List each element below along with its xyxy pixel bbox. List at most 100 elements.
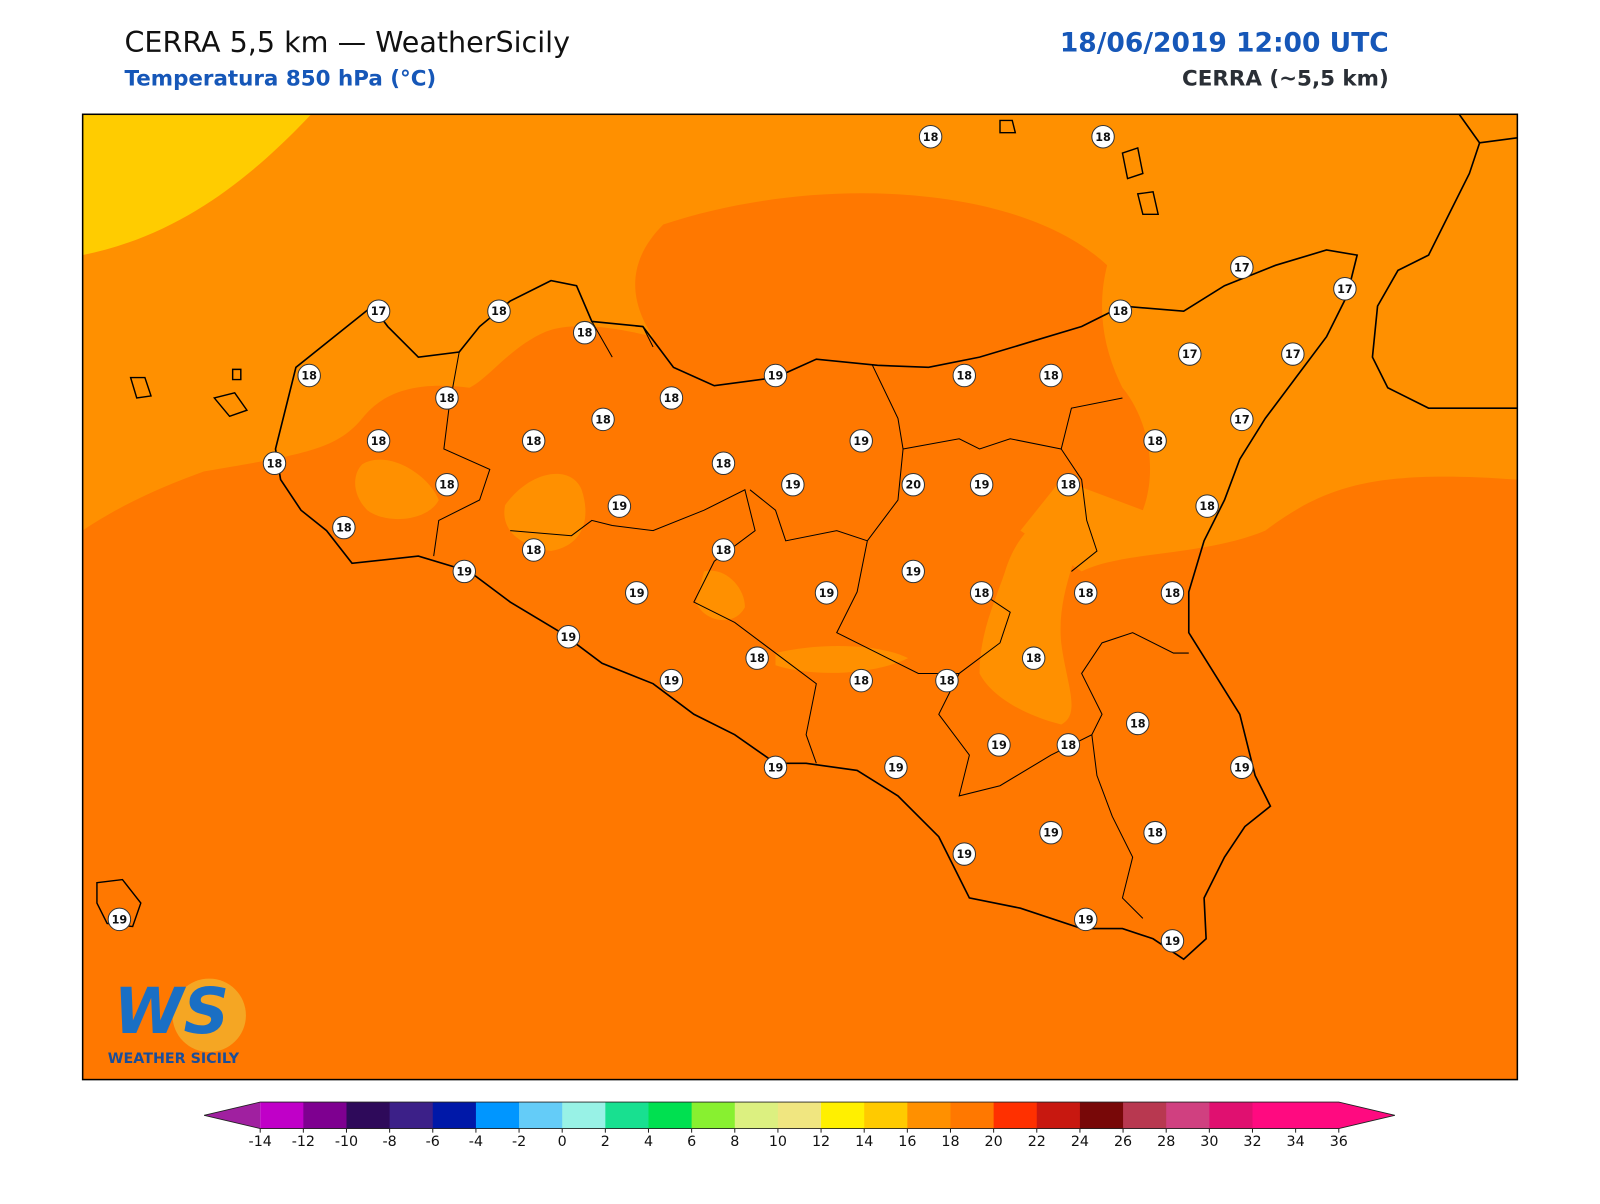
colorbar-segment xyxy=(734,1102,779,1129)
station-marker xyxy=(849,668,873,693)
station-marker xyxy=(901,559,925,584)
contour-14 xyxy=(82,114,312,256)
colorbar-segment xyxy=(432,1102,477,1129)
colorbar-tick-label: 22 xyxy=(1028,1134,1046,1150)
station-value: 19 xyxy=(456,565,472,578)
station-value: 18 xyxy=(1061,739,1077,752)
station-value: 17 xyxy=(1234,413,1250,426)
station-value: 18 xyxy=(1165,587,1181,600)
station-value: 18 xyxy=(595,413,611,426)
station-value: 18 xyxy=(716,457,732,470)
colorbar-tick-label: -14 xyxy=(249,1134,272,1150)
station-marker xyxy=(763,755,788,780)
colorbar-tick-label: 12 xyxy=(812,1134,830,1150)
colorbar-segment xyxy=(821,1102,865,1129)
station-value: 19 xyxy=(1078,913,1094,926)
station-value: 19 xyxy=(768,370,784,383)
station-marker xyxy=(1160,929,1185,953)
subtitle: Temperatura 850 hPa (°C) xyxy=(124,67,436,92)
station-value: 18 xyxy=(1026,652,1042,665)
colorbar-tick-label: 28 xyxy=(1157,1134,1175,1150)
station-marker xyxy=(901,472,925,497)
station-marker xyxy=(521,538,546,562)
station-marker xyxy=(814,581,839,605)
station-marker xyxy=(745,646,769,670)
station-marker xyxy=(763,363,788,388)
station-marker xyxy=(1333,277,1357,301)
colorbar-segment xyxy=(691,1102,736,1129)
station-value: 18 xyxy=(439,479,455,492)
station-marker xyxy=(1039,363,1063,388)
station-value: 17 xyxy=(1337,283,1353,296)
colorbar-tick-label: 4 xyxy=(644,1134,653,1150)
station-value: 18 xyxy=(956,370,972,383)
station-marker xyxy=(435,472,459,497)
colorbar-tick-label: 14 xyxy=(855,1134,873,1150)
logo: WS WEATHER SICILY xyxy=(108,974,246,1067)
station-value: 18 xyxy=(1078,587,1094,600)
title: CERRA 5,5 km — WeatherSicily xyxy=(124,25,570,59)
colorbar-tick-label: -10 xyxy=(335,1134,358,1150)
station-value: 18 xyxy=(664,392,680,405)
colorbar-segment xyxy=(1166,1102,1210,1129)
station-marker xyxy=(366,299,391,323)
station-marker xyxy=(1143,820,1167,845)
station-marker xyxy=(1126,711,1150,736)
colorbar-tick-label: 10 xyxy=(769,1134,787,1150)
contour-16-patch xyxy=(355,459,439,520)
colorbar-tick-label: -4 xyxy=(469,1134,483,1150)
station-value: 19 xyxy=(905,565,921,578)
station-value: 19 xyxy=(612,500,628,513)
station-value: 18 xyxy=(716,544,732,557)
station-marker xyxy=(332,515,356,540)
colorbar-segment xyxy=(1252,1102,1297,1129)
station-marker xyxy=(1143,429,1167,453)
colorbar-tick-label: -6 xyxy=(426,1134,440,1150)
station-marker xyxy=(107,907,132,932)
station-value: 19 xyxy=(1043,827,1059,840)
station-marker xyxy=(487,299,511,323)
station-value: 20 xyxy=(905,479,921,492)
station-value: 19 xyxy=(819,587,835,600)
station-value: 18 xyxy=(1061,479,1077,492)
station-value: 18 xyxy=(1147,435,1163,448)
station-marker xyxy=(987,733,1011,757)
station-marker xyxy=(952,363,977,388)
station-value: 17 xyxy=(1182,348,1198,361)
station-value: 18 xyxy=(439,392,455,405)
station-marker xyxy=(366,429,391,453)
station-value: 18 xyxy=(923,131,939,144)
colorbar-tick-label: -2 xyxy=(512,1134,526,1150)
station-marker xyxy=(849,429,873,453)
station-marker xyxy=(1230,407,1254,432)
field xyxy=(82,114,1518,1080)
station-marker xyxy=(297,363,321,388)
station-value: 18 xyxy=(749,652,765,665)
colorbar-tick-label: -12 xyxy=(292,1134,315,1150)
colorbar-segment xyxy=(389,1102,434,1129)
colorbar-tick-label: 24 xyxy=(1071,1134,1089,1150)
colorbar-segment xyxy=(346,1102,391,1129)
colorbar-tick-label: 30 xyxy=(1200,1134,1218,1150)
station-value: 19 xyxy=(664,675,680,688)
stations: 18 18 17 18 18 17 17 18 18 19 18 18 17 17 18 18 18 17 18 18… xyxy=(107,125,1357,953)
station-value: 18 xyxy=(577,327,593,340)
map-frame xyxy=(81,113,1519,1081)
model: CERRA (~5,5 km) xyxy=(1182,67,1389,92)
station-marker xyxy=(1178,342,1202,366)
colorbar-segment xyxy=(1079,1102,1124,1129)
station-value: 17 xyxy=(1234,261,1250,274)
logo-mark: WS xyxy=(114,974,229,1048)
station-marker xyxy=(918,125,943,149)
station-marker xyxy=(625,581,649,605)
station-marker xyxy=(452,559,477,584)
colorbar-segment xyxy=(1209,1102,1254,1129)
station-marker xyxy=(969,581,994,605)
colorbar-segment xyxy=(1123,1102,1167,1129)
colorbar: -14 -12 -10 -8 -6 -4 -2 0 2 4 6 8 10 12 14 16 18 20 22 24 26… xyxy=(203,1101,1395,1150)
station-value: 19 xyxy=(1234,761,1250,774)
station-marker xyxy=(884,755,908,780)
colorbar-tick-label: 18 xyxy=(941,1134,959,1150)
station-marker xyxy=(711,451,736,475)
